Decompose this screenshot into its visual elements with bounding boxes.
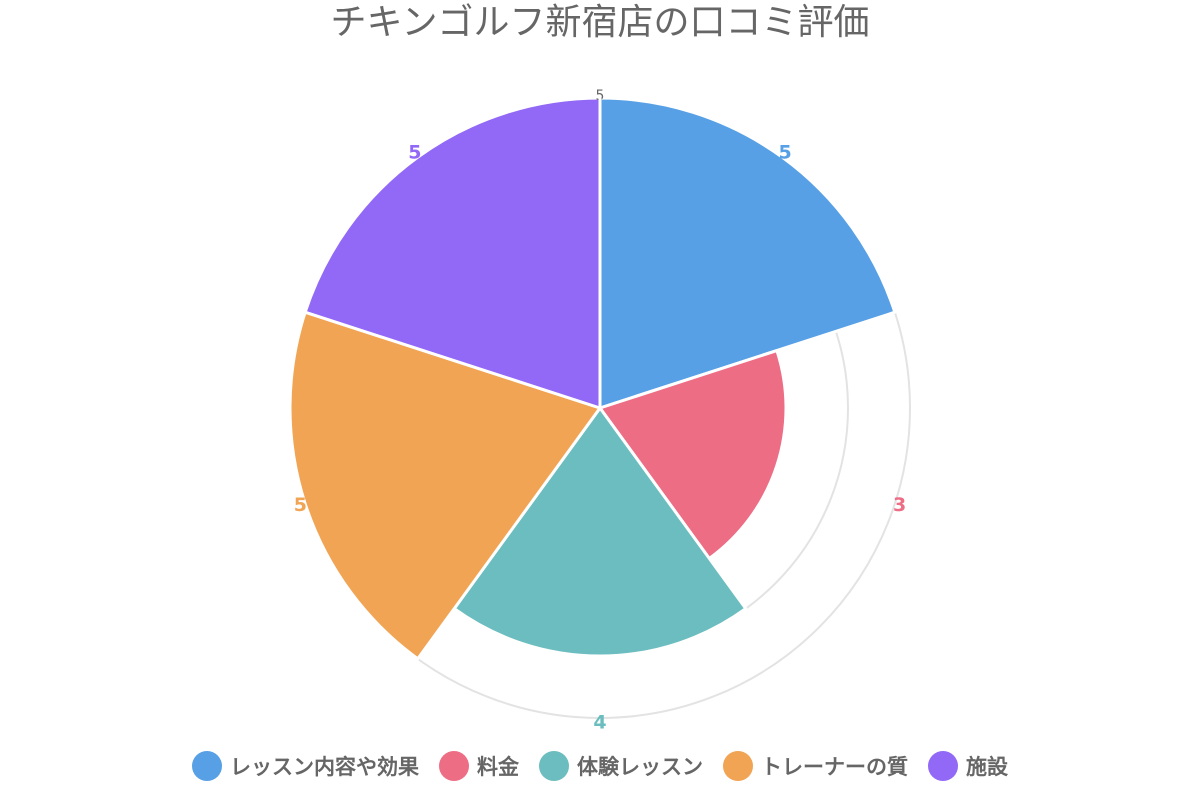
value-label-4: 5 xyxy=(294,494,307,516)
legend-swatch-4 xyxy=(723,751,753,781)
legend-label-2: 料金 xyxy=(477,755,519,779)
value-label-2: 3 xyxy=(893,494,906,516)
value-label-1: 5 xyxy=(779,142,792,164)
legend-item-5[interactable]: 施設 xyxy=(928,751,1008,781)
slice-1[interactable] xyxy=(598,96,897,410)
legend-item-1[interactable]: レッスン内容や効果 xyxy=(192,751,419,781)
legend-label-4: トレーナーの質 xyxy=(761,755,908,779)
legend-label-1: レッスン内容や効果 xyxy=(230,755,419,779)
chart-title: チキンゴルフ新宿店の口コミ評価 xyxy=(330,2,870,43)
legend-item-4[interactable]: トレーナーの質 xyxy=(723,751,908,781)
slice-4[interactable] xyxy=(288,310,602,661)
value-label-3: 4 xyxy=(593,712,606,734)
slice-5[interactable] xyxy=(303,96,602,410)
legend-label-5: 施設 xyxy=(966,755,1008,779)
slice-2[interactable] xyxy=(598,349,788,560)
legend-swatch-1 xyxy=(192,751,222,781)
value-label-5: 5 xyxy=(408,142,421,164)
value-labels: 5 3 4 5 5 xyxy=(294,142,906,734)
legend-swatch-2 xyxy=(439,751,469,781)
legend-swatch-3 xyxy=(539,751,569,781)
legend: レッスン内容や効果 料金 体験レッスン トレーナーの質 施設 xyxy=(0,748,1200,784)
legend-swatch-5 xyxy=(928,751,958,781)
legend-item-3[interactable]: 体験レッスン xyxy=(539,751,703,781)
radial-ticks: 5 xyxy=(596,88,605,408)
tick-label-5: 5 xyxy=(596,88,605,104)
legend-item-2[interactable]: 料金 xyxy=(439,751,519,781)
slices xyxy=(288,96,897,661)
legend-label-3: 体験レッスン xyxy=(577,755,703,779)
slice-3[interactable] xyxy=(452,406,748,658)
